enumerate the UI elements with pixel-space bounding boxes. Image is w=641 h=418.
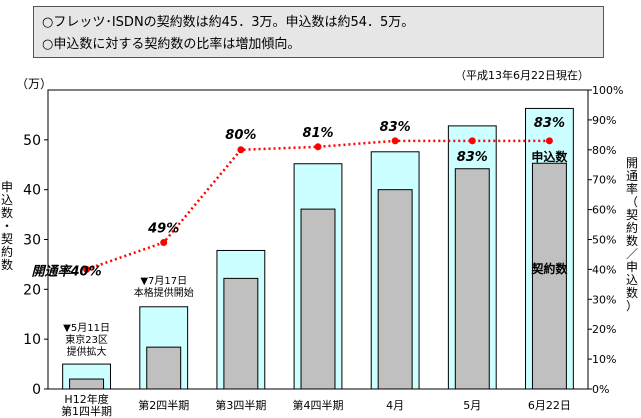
right-tick-label: 100% bbox=[592, 84, 623, 97]
right-axis-label-char: ／ bbox=[626, 247, 638, 261]
ratio-point bbox=[237, 146, 245, 154]
right-axis-label-char: 申 bbox=[626, 260, 638, 274]
right-axis-label-char: （ bbox=[626, 195, 638, 209]
annotation-text: ▼7月17日 bbox=[140, 275, 187, 287]
right-axis-label-char: 通 bbox=[626, 169, 638, 183]
right-axis-label-char: 契 bbox=[626, 208, 638, 222]
left-axis-unit: （万） bbox=[16, 77, 52, 91]
ratio-label: 83% bbox=[534, 116, 565, 131]
contract-bar bbox=[69, 378, 105, 390]
left-axis-label-char: ・ bbox=[1, 219, 13, 233]
annotation-text: 提供拡大 bbox=[67, 345, 107, 358]
application-series-label: 申込数 bbox=[531, 149, 568, 164]
right-axis-label-char: 数 bbox=[626, 233, 638, 248]
annotation-text: 本格提供開始 bbox=[134, 286, 194, 299]
category-label: 5月 bbox=[463, 399, 481, 412]
left-tick-label: 30 bbox=[23, 233, 41, 249]
right-tick-label: 0% bbox=[592, 383, 609, 396]
right-tick-label: 90% bbox=[592, 114, 616, 127]
right-axis-label-char: 込 bbox=[626, 273, 638, 287]
ratio-point bbox=[391, 137, 399, 145]
contract-bar bbox=[454, 168, 490, 390]
category-label: 4月 bbox=[386, 399, 404, 412]
contract-bar bbox=[377, 189, 413, 390]
right-axis-label-char: 率 bbox=[626, 181, 638, 196]
ratio-label: 81% bbox=[302, 126, 333, 141]
right-axis-label-char: 数 bbox=[626, 285, 638, 300]
annotation-text: ▼5月11日 bbox=[63, 322, 110, 334]
right-tick-label: 40% bbox=[592, 263, 616, 276]
ratio-label: 80% bbox=[225, 128, 256, 143]
left-axis-label-char: 込 bbox=[1, 193, 13, 207]
right-axis-label-char: ） bbox=[626, 299, 638, 313]
category-label: 第4四半期 bbox=[293, 398, 344, 412]
ratio-point bbox=[314, 143, 322, 151]
category-label: 第1四半期 bbox=[61, 404, 112, 418]
contract-bar bbox=[531, 162, 567, 390]
left-tick-label: 20 bbox=[23, 282, 41, 298]
ratio-label: 開通率40% bbox=[32, 263, 102, 279]
ratio-point bbox=[545, 137, 553, 145]
category-label: 第3四半期 bbox=[215, 398, 266, 412]
right-tick-label: 30% bbox=[592, 293, 616, 306]
left-axis-label-char: 数 bbox=[1, 257, 13, 272]
category-label: 6月22日 bbox=[528, 399, 571, 412]
right-tick-label: 50% bbox=[592, 234, 616, 247]
contract-series-label: 契約数 bbox=[530, 261, 568, 276]
ratio-point bbox=[83, 265, 91, 273]
category-label: 第2四半期 bbox=[138, 398, 189, 412]
ratio-label: 83% bbox=[380, 120, 411, 135]
left-tick-label: 50 bbox=[23, 133, 41, 149]
right-axis-label-char: 約 bbox=[626, 220, 638, 235]
contract-bar bbox=[223, 277, 259, 390]
ratio-point bbox=[160, 238, 168, 246]
note-box: ○フレッツ･ISDNの契約数は約45．3万。申込数は約54．5万。 ○申込数に対… bbox=[33, 6, 604, 58]
date-note: （平成13年6月22日現在） bbox=[455, 68, 589, 82]
left-tick-label: 0 bbox=[32, 382, 41, 398]
ratio-point bbox=[468, 137, 476, 145]
right-tick-label: 20% bbox=[592, 323, 616, 336]
left-tick-label: 10 bbox=[23, 332, 41, 348]
right-tick-label: 60% bbox=[592, 204, 616, 217]
right-tick-label: 10% bbox=[592, 353, 616, 366]
right-tick-label: 70% bbox=[592, 174, 616, 187]
contract-bar bbox=[146, 346, 182, 390]
note-line-2: ○申込数に対する契約数の比率は増加傾向。 bbox=[42, 37, 301, 52]
category-label: H12年度 bbox=[64, 392, 108, 406]
ratio-label: 49% bbox=[147, 221, 179, 236]
annotation-text: 東京23区 bbox=[65, 333, 108, 346]
left-axis-label-char: 契 bbox=[1, 232, 13, 246]
left-axis-label-char: 約 bbox=[1, 244, 13, 259]
right-axis-label-char: 開 bbox=[626, 156, 638, 170]
note-line-1: ○フレッツ･ISDNの契約数は約45．3万。申込数は約54．5万。 bbox=[42, 15, 415, 30]
ratio-label: 83% bbox=[457, 150, 488, 165]
contract-bar bbox=[300, 208, 336, 390]
right-tick-label: 80% bbox=[592, 144, 616, 157]
left-tick-label: 40 bbox=[23, 183, 41, 199]
left-axis-label-char: 数 bbox=[1, 205, 13, 220]
left-axis-label-char: 申 bbox=[1, 180, 13, 194]
